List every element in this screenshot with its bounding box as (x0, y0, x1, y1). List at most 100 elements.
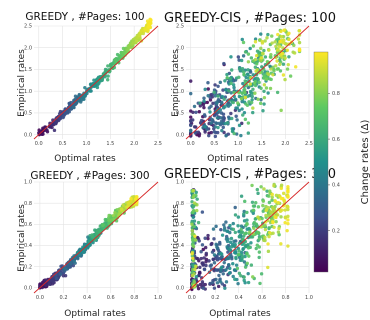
scatter-point (218, 242, 222, 246)
scatter-point (201, 262, 206, 267)
scatter-point (257, 80, 261, 85)
scatter-point (253, 37, 258, 41)
scatter-point (212, 237, 216, 241)
scatter-point (254, 53, 259, 58)
scatter-point (239, 194, 244, 198)
scatter-point (228, 102, 232, 107)
scatter-point (82, 97, 86, 101)
scatter-point (199, 118, 204, 123)
scatter-point (267, 234, 271, 239)
scatter-point (239, 133, 243, 138)
y-axis-label: Empirical rates (171, 204, 181, 272)
scatter-point (281, 204, 286, 208)
scatter-point (264, 86, 269, 90)
scatter-point (245, 72, 250, 77)
scatter-point (252, 81, 257, 85)
scatter-point (251, 87, 255, 91)
scatter-point (268, 231, 272, 235)
scatter-point (214, 242, 218, 247)
scatter-point (126, 201, 131, 205)
scatter-point (218, 115, 223, 120)
scatter-point (189, 79, 193, 83)
panel-greedy-cis-100: GREEDY-CIS , #Pages: 100 Optimal rates E… (164, 11, 336, 164)
scatter-point (229, 81, 233, 86)
scatter-point (263, 220, 268, 224)
scatter-point (237, 249, 241, 253)
scatter-point (81, 250, 86, 255)
scatter-point (203, 125, 207, 129)
scatter-point (239, 274, 243, 278)
scatter-point (207, 133, 211, 138)
y-tick-label: 1.0 (176, 89, 184, 95)
y-tick-label: 0.2 (176, 264, 184, 270)
scatter-point (266, 265, 270, 270)
scatter-point (203, 130, 207, 134)
y-tick-label: 1.0 (24, 89, 32, 95)
scatter-point (246, 68, 250, 72)
scatter-point (194, 275, 199, 279)
x-tick-label: 0.4 (235, 295, 243, 301)
scatter-point (246, 280, 251, 285)
scatter-point (200, 210, 205, 214)
scatter-point (276, 32, 280, 37)
scatter-point (143, 27, 147, 31)
scatter-point (69, 261, 73, 266)
scatter-point (254, 200, 258, 205)
scatter-point (270, 195, 274, 199)
scatter-point (268, 86, 273, 91)
scatter-point (98, 229, 102, 233)
scatter-point (277, 226, 281, 231)
scatter-point (255, 76, 260, 81)
scatter-point (117, 212, 122, 216)
scatter-point (230, 116, 234, 121)
scatter-point (190, 228, 195, 233)
scatter-point (274, 219, 278, 224)
scatter-point (197, 273, 201, 278)
scatter-point (270, 34, 274, 38)
scatter-point (225, 76, 229, 80)
scatter-point (251, 44, 256, 48)
scatter-point (242, 278, 246, 283)
scatter-point (256, 225, 261, 229)
scatter-point (231, 221, 235, 226)
scatter-point (262, 89, 266, 93)
scatter-point (239, 224, 244, 228)
scatter-point (134, 39, 139, 43)
x-tick-label: 1.0 (154, 295, 162, 301)
scatter-point (234, 263, 239, 267)
scatter-point (297, 48, 302, 53)
scatter-point (247, 100, 251, 104)
scatter-point (248, 46, 252, 51)
x-tick-label: 0.5 (210, 141, 218, 147)
scatter-point (191, 244, 196, 249)
scatter-point (224, 220, 228, 224)
y-tick-label: 2.0 (176, 45, 184, 51)
scatter-point (198, 101, 202, 105)
scatter-point (228, 248, 232, 252)
scatter-point (215, 116, 220, 120)
scatter-point (251, 208, 256, 212)
scatter-point (237, 271, 242, 276)
scatter-point (215, 281, 220, 285)
scatter-point (286, 214, 290, 219)
scatter-point (198, 265, 202, 270)
scatter-point (135, 196, 139, 201)
scatter-point (237, 75, 241, 80)
scatter-point (263, 227, 268, 232)
scatter-point (225, 102, 229, 107)
scatter-point (63, 274, 68, 278)
scatter-point (275, 67, 279, 71)
scatter-point (199, 256, 203, 261)
scatter-point (259, 56, 264, 60)
scatter-point (264, 213, 268, 218)
scatter-point (274, 44, 278, 49)
scatter-point (255, 62, 259, 66)
scatter-point (211, 280, 215, 285)
scatter-point (197, 239, 201, 243)
x-axis-label: Optimal rates (64, 309, 126, 319)
scatter-point (266, 249, 271, 254)
scatter-point (88, 89, 92, 93)
x-tick-label: 0.2 (211, 295, 219, 301)
scatter-point (263, 55, 268, 59)
scatter-point (195, 197, 199, 201)
